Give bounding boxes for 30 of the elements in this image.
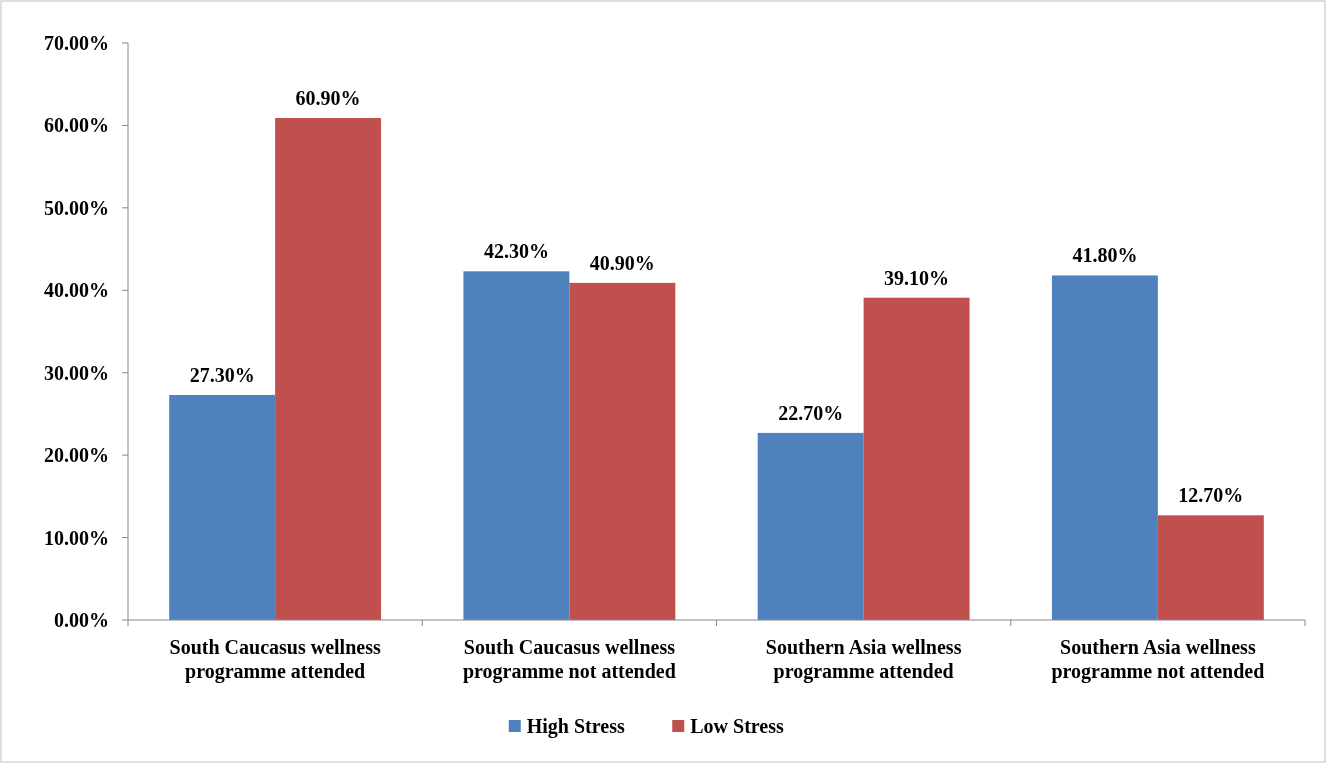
x-tick-label: South Caucasus wellness programme not attended [462,636,676,683]
bar [1157,515,1264,620]
x-tick-label: Southern Asia wellness programme not attended [1051,636,1265,683]
data-label: 42.30% [483,240,549,263]
x-tick-label: South Caucasus wellness programme attended [169,636,381,683]
bar [1051,275,1158,620]
y-tick-label: 0.00% [54,609,109,631]
bar [275,118,382,620]
y-tick-label: 10.00% [44,526,109,549]
legend-label: High Stress [526,715,625,738]
data-label: 60.90% [295,87,361,110]
data-label: 40.90% [589,251,655,274]
data-label: 22.70% [778,401,844,424]
y-tick-label: 60.00% [44,114,109,137]
bar [757,432,864,620]
y-tick-label: 40.00% [44,279,109,302]
bar [463,271,570,620]
y-tick-label: 30.00% [44,361,109,384]
data-label: 39.10% [884,266,950,289]
bar [863,297,970,620]
bar [169,394,276,620]
legend-label: Low Stress [690,715,784,737]
y-tick-label: 70.00% [44,32,109,54]
y-tick-label: 20.00% [44,444,109,467]
y-tick-label: 50.00% [44,196,109,219]
x-tick-label: Southern Asia wellness programme attended [765,636,962,683]
data-label: 27.30% [189,363,255,386]
bar [569,282,676,620]
data-label: 41.80% [1072,244,1138,267]
data-label: 12.70% [1178,484,1244,507]
